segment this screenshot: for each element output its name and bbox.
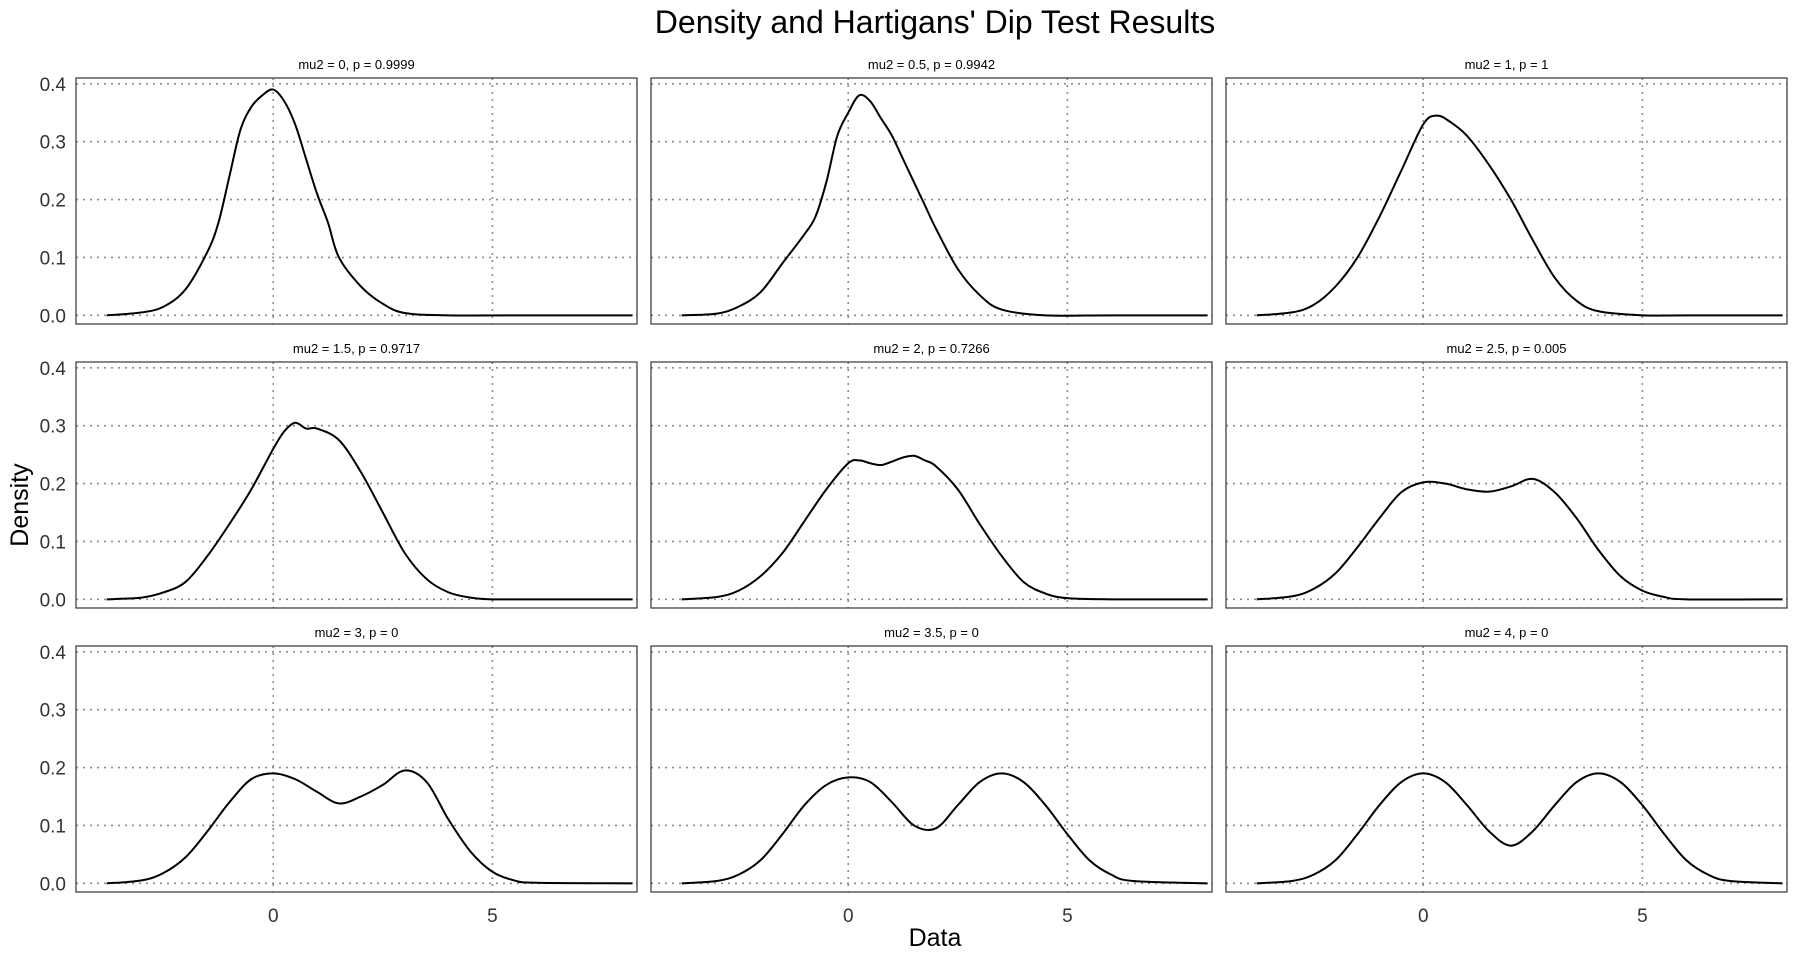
x-tick-label: 0 xyxy=(1418,906,1429,927)
density-curve xyxy=(106,769,633,885)
panel-label: mu2 = 4, p = 0 xyxy=(1465,625,1549,640)
facet-panel: mu2 = 2, p = 0.7266 xyxy=(650,341,1213,609)
x-axis-title: Data xyxy=(909,924,962,952)
y-tick-label: 0.0 xyxy=(40,306,66,327)
panel-border xyxy=(75,645,638,893)
y-tick-label: 0.1 xyxy=(40,816,66,837)
panel-label: mu2 = 2.5, p = 0.005 xyxy=(1447,341,1567,356)
facet-panel: mu2 = 0, p = 0.9999 0.0 0.1 0.2 0.3 0.4 xyxy=(40,57,638,327)
y-tick-label: 0.3 xyxy=(40,133,66,154)
x-tick-label: 0 xyxy=(268,906,279,927)
y-tick-label: 0.2 xyxy=(40,475,66,496)
panel-border xyxy=(1225,645,1788,893)
density-curve xyxy=(681,93,1208,317)
panel-label: mu2 = 2, p = 0.7266 xyxy=(873,341,989,356)
panel-border xyxy=(650,645,1213,893)
y-tick-label: 0.1 xyxy=(40,248,66,269)
density-curve xyxy=(681,772,1208,885)
y-tick-label: 0.3 xyxy=(40,417,66,438)
panel-border xyxy=(650,77,1213,325)
x-tick-label: 5 xyxy=(487,906,498,927)
facet-panel: mu2 = 4, p = 0 0 5 xyxy=(1225,625,1788,927)
panel-label: mu2 = 0.5, p = 0.9942 xyxy=(868,57,995,72)
facet-panel: mu2 = 1.5, p = 0.9717 0.0 0.1 0.2 0.3 0.4 xyxy=(40,341,638,611)
y-tick-label: 0.2 xyxy=(40,191,66,212)
density-curve xyxy=(1256,772,1783,885)
y-tick-label: 0.0 xyxy=(40,590,66,611)
panel-border xyxy=(650,361,1213,609)
density-curve xyxy=(1256,114,1783,317)
y-tick-label: 0.2 xyxy=(40,759,66,780)
facet-panel: mu2 = 2.5, p = 0.005 xyxy=(1225,341,1788,609)
panel-border xyxy=(1225,361,1788,609)
panel-label: mu2 = 0, p = 0.9999 xyxy=(298,57,414,72)
facet-panel: mu2 = 3, p = 0 0.0 0.1 0.2 0.3 0.4 0 5 xyxy=(40,625,638,927)
y-tick-label: 0.0 xyxy=(40,874,66,895)
panel-label: mu2 = 1.5, p = 0.9717 xyxy=(293,341,420,356)
x-tick-label: 5 xyxy=(1062,906,1073,927)
density-curve xyxy=(1256,477,1783,601)
panel-border xyxy=(75,361,638,609)
panel-border xyxy=(75,77,638,325)
panel-border xyxy=(1225,77,1788,325)
density-curve xyxy=(106,88,633,317)
y-axis-title: Density xyxy=(6,463,34,547)
x-tick-label: 0 xyxy=(843,906,854,927)
y-tick-label: 0.4 xyxy=(40,75,67,96)
chart-title: Density and Hartigans' Dip Test Results xyxy=(655,4,1215,40)
density-curve xyxy=(106,421,633,601)
y-tick-label: 0.1 xyxy=(40,532,66,553)
panel-label: mu2 = 1, p = 1 xyxy=(1465,57,1549,72)
panel-label: mu2 = 3.5, p = 0 xyxy=(884,625,979,640)
density-curve xyxy=(681,454,1208,601)
x-tick-label: 5 xyxy=(1637,906,1648,927)
y-tick-label: 0.4 xyxy=(40,643,67,664)
panel-label: mu2 = 3, p = 0 xyxy=(315,625,399,640)
y-tick-label: 0.4 xyxy=(40,359,67,380)
facet-panel: mu2 = 0.5, p = 0.9942 xyxy=(650,57,1213,325)
facet-panel: mu2 = 1, p = 1 xyxy=(1225,57,1788,325)
facet-panel: mu2 = 3.5, p = 0 0 5 xyxy=(650,625,1213,927)
y-tick-label: 0.3 xyxy=(40,701,66,722)
